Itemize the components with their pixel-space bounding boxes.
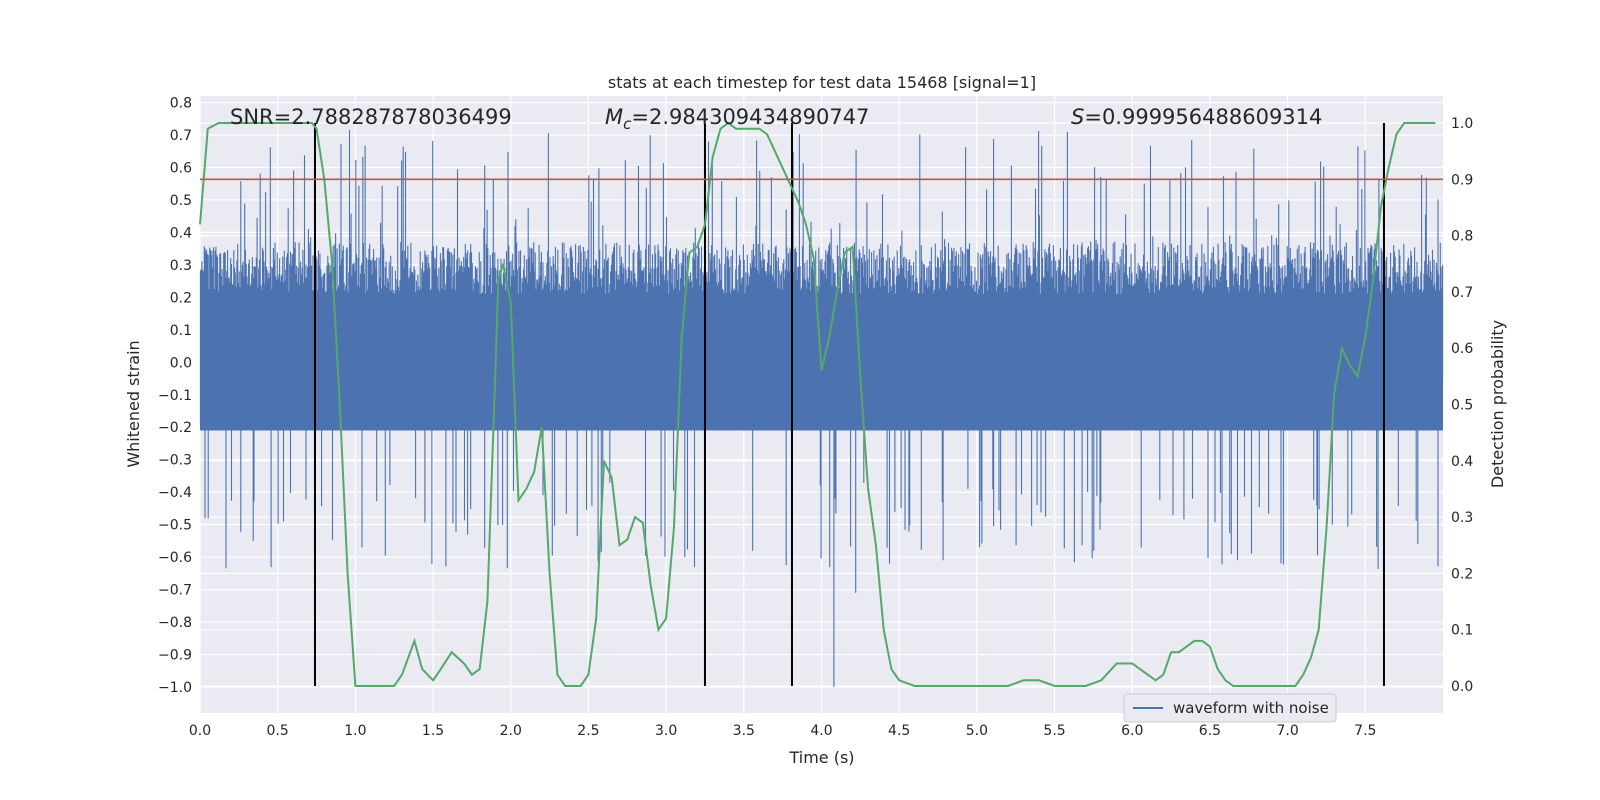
y-tick-label-right: 0.9 [1451, 172, 1473, 188]
y-tick-label-right: 1.0 [1451, 116, 1473, 132]
x-tick-label: 7.0 [1276, 723, 1298, 739]
y-tick-label-right: 0.3 [1451, 510, 1473, 526]
tick-labels: 0.0 0.5 1.0 1.5 2.0 2.5 3.0 3.5 4.0 4.5 5.0 5.5 6.0 6… [158, 95, 1473, 739]
y-tick-label-right: 0.4 [1451, 454, 1473, 470]
chart-title: stats at each timestep for test data 154… [608, 73, 1036, 92]
x-tick-label: 2.5 [577, 723, 599, 739]
detection-probability-series [199, 121, 1436, 687]
y-tick-label-left: 0.5 [170, 193, 192, 209]
x-tick-label: 6.5 [1199, 723, 1221, 739]
x-tick-label: 3.0 [655, 723, 677, 739]
y-tick-label-left: −0.9 [158, 648, 192, 664]
detection-probability-line [199, 121, 1436, 687]
y-tick-label-left: −0.8 [158, 615, 192, 631]
y-tick-label-right: 0.7 [1451, 285, 1473, 301]
y-tick-label-left: −0.6 [158, 550, 192, 566]
y-tick-label-left: −0.4 [158, 485, 192, 501]
x-tick-label: 0.0 [189, 723, 211, 739]
y-tick-label-left: 0.8 [170, 95, 192, 111]
x-axis-label: Time (s) [788, 748, 854, 767]
y-tick-label-left: −0.7 [158, 583, 192, 599]
x-tick-label: 0.5 [267, 723, 289, 739]
y-tick-label-right: 0.5 [1451, 398, 1473, 414]
x-tick-label: 7.5 [1354, 723, 1376, 739]
y-tick-label-right: 0.6 [1451, 341, 1473, 357]
x-tick-label: 1.5 [422, 723, 444, 739]
x-tick-label: 4.0 [810, 723, 832, 739]
legend: waveform with noise [1123, 693, 1337, 723]
y-tick-label-left: 0.0 [170, 355, 192, 371]
x-tick-label: 3.5 [733, 723, 755, 739]
y-tick-label-right: 0.1 [1451, 623, 1473, 639]
y-tick-label-left: −0.1 [158, 388, 192, 404]
y-tick-label-right: 0.0 [1451, 679, 1473, 695]
y-tick-label-left: −0.2 [158, 420, 192, 436]
x-tick-label: 5.5 [1043, 723, 1065, 739]
y-tick-label-left: 0.7 [170, 128, 192, 144]
x-tick-label: 6.0 [1121, 723, 1143, 739]
y-tick-label-left: 0.3 [170, 258, 192, 274]
y-axis-label-right: Detection probability [1488, 320, 1507, 488]
y-tick-label-left: 0.4 [170, 225, 192, 241]
y-tick-label-left: 0.1 [170, 323, 192, 339]
x-tick-label: 2.0 [500, 723, 522, 739]
y-tick-label-left: −1.0 [158, 680, 192, 696]
chirp-mass-annotation: Mc=2.984309434890747 [605, 105, 869, 133]
y-tick-label-right: 0.2 [1451, 566, 1473, 582]
y-tick-label-right: 0.8 [1451, 229, 1473, 245]
legend-label: waveform with noise [1173, 699, 1329, 717]
legend-box [1123, 693, 1337, 723]
y-tick-label-left: 0.6 [170, 160, 192, 176]
x-tick-label: 1.0 [344, 723, 366, 739]
s-statistic-annotation: S=0.999956488609314 [1071, 105, 1322, 129]
y-axis-label-left: Whitened strain [124, 340, 143, 467]
x-tick-label: 5.0 [966, 723, 988, 739]
y-tick-label-left: −0.5 [158, 518, 192, 534]
y-tick-label-left: −0.3 [158, 453, 192, 469]
x-tick-label: 4.5 [888, 723, 910, 739]
y-tick-label-left: 0.2 [170, 290, 192, 306]
snr-annotation: SNR=2.788287878036499 [230, 105, 512, 129]
